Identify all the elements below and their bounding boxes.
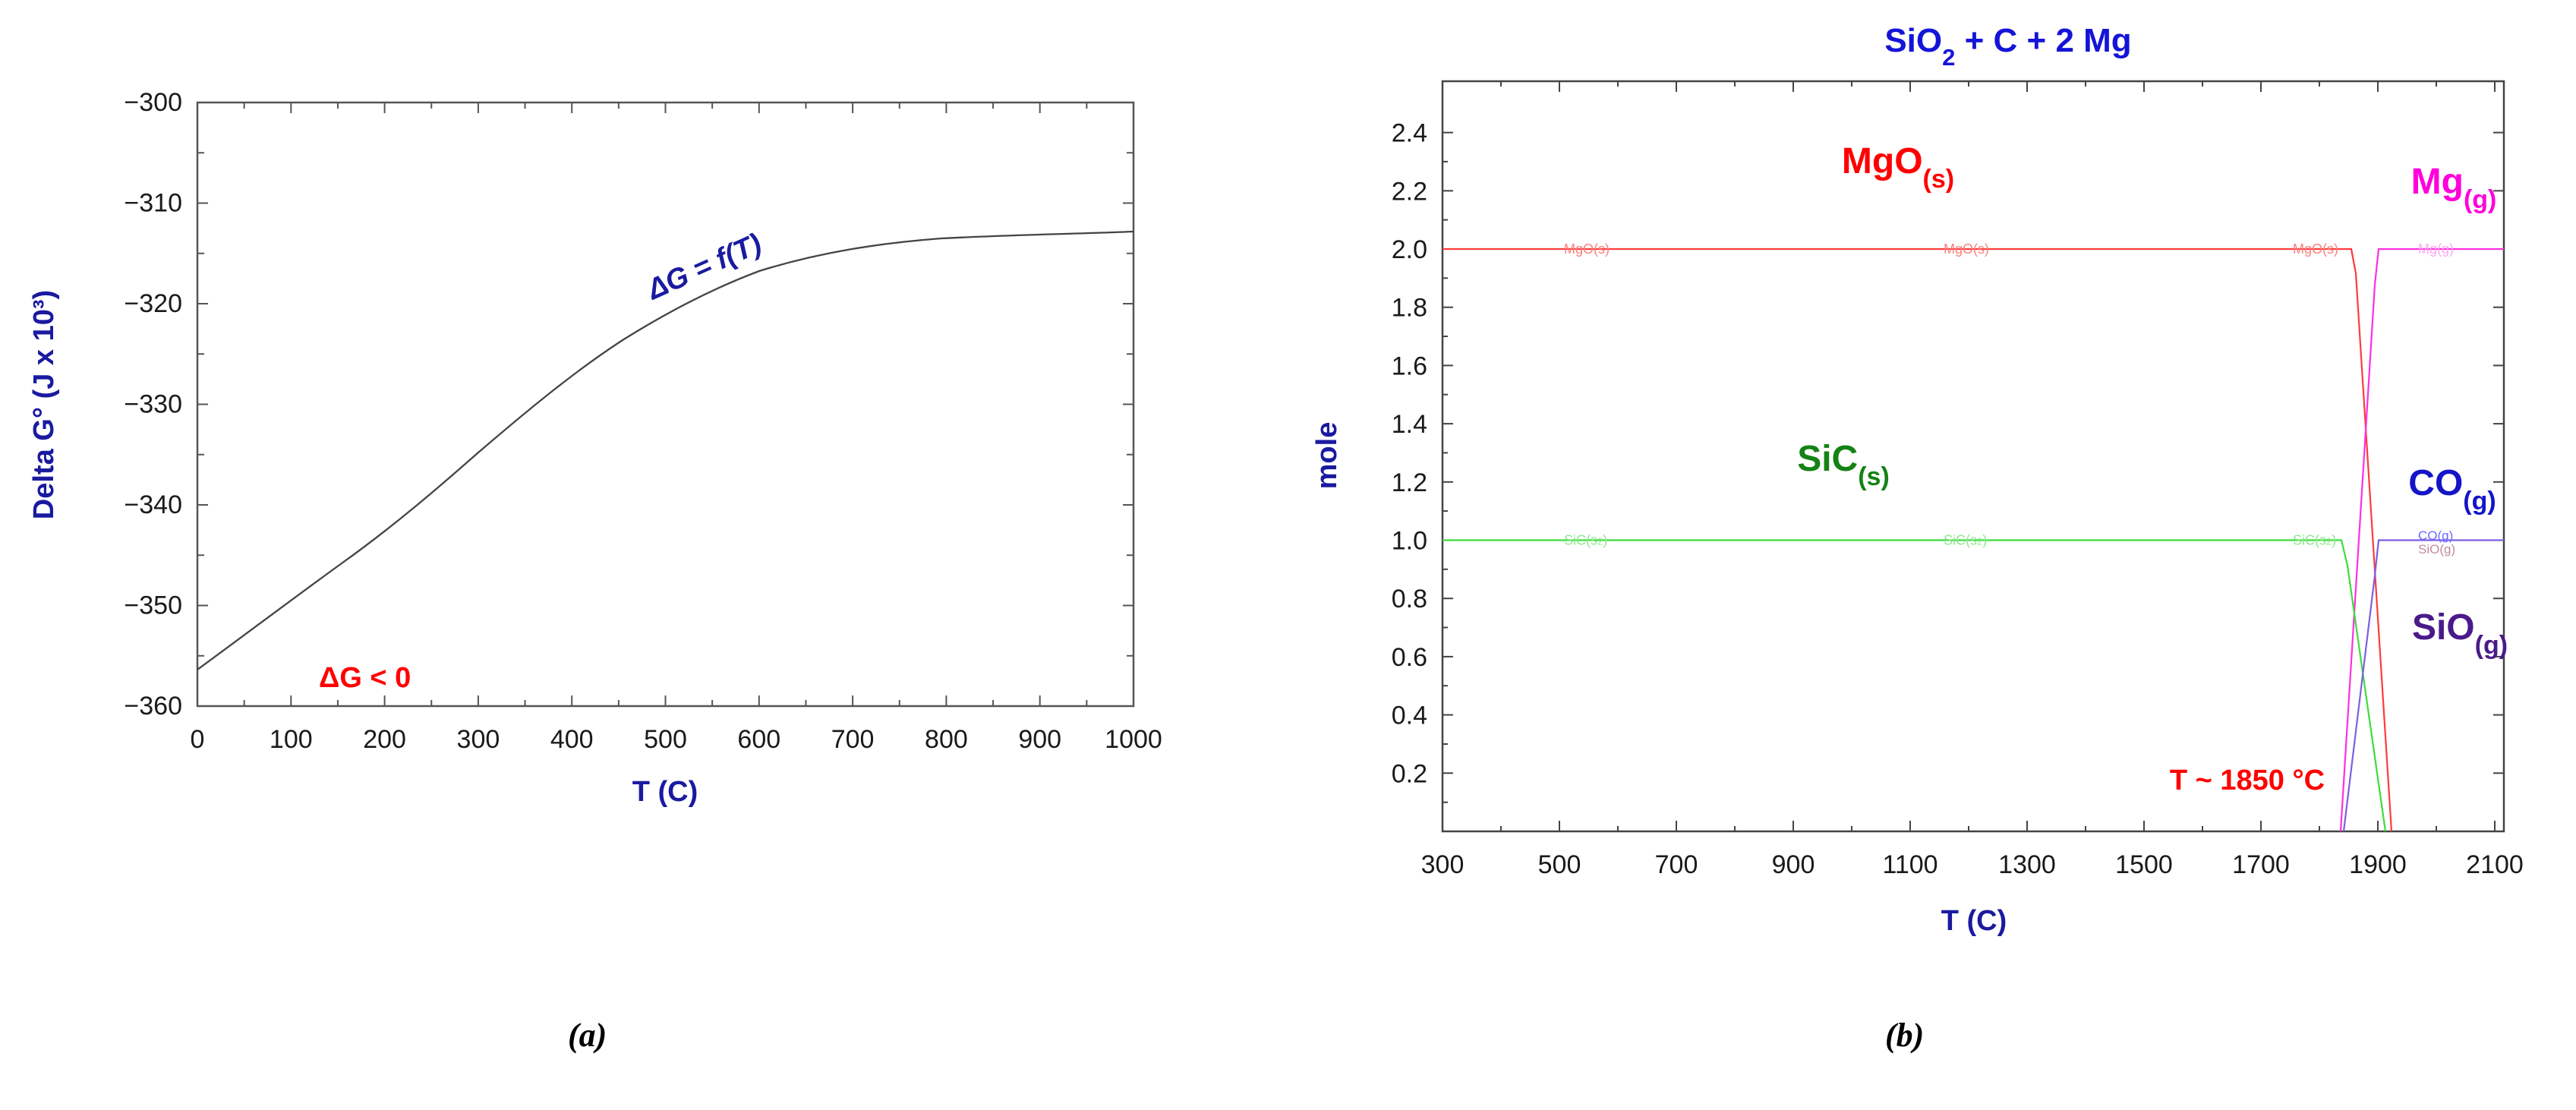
svg-text:200: 200 [363,725,406,754]
svg-text:700: 700 [831,725,875,754]
svg-text:500: 500 [1538,850,1581,879]
svg-text:Delta G° (J x 10³): Delta G° (J x 10³) [28,290,60,519]
svg-text:800: 800 [925,725,968,754]
svg-text:0.8: 0.8 [1392,585,1427,613]
svg-text:1700: 1700 [2232,850,2290,879]
svg-text:SiC(s): SiC(s) [1797,439,1890,491]
svg-text:300: 300 [457,725,500,754]
svg-text:1300: 1300 [1998,850,2056,879]
svg-text:−360: −360 [124,692,182,721]
svg-text:T (C): T (C) [632,776,698,808]
svg-text:900: 900 [1772,850,1815,879]
svg-text:−320: −320 [124,289,182,318]
svg-text:2.4: 2.4 [1392,119,1427,148]
svg-text:2.2: 2.2 [1392,177,1427,206]
svg-text:300: 300 [1421,850,1465,879]
svg-text:700: 700 [1655,850,1698,879]
svg-text:0.2: 0.2 [1392,759,1427,788]
svg-text:500: 500 [644,725,687,754]
svg-text:1.0: 1.0 [1392,527,1427,556]
svg-text:mole: mole [1311,422,1343,490]
svg-text:0: 0 [191,725,205,754]
svg-text:0.6: 0.6 [1392,643,1427,672]
svg-text:1.6: 1.6 [1392,352,1427,380]
svg-text:CO(g): CO(g) [2418,528,2453,543]
svg-text:SiO(g): SiO(g) [2412,607,2508,660]
svg-text:MgO(s): MgO(s) [1944,241,1989,257]
svg-text:Mg(g): Mg(g) [2411,162,2497,214]
svg-text:SiC(s2): SiC(s2) [1564,533,1607,548]
svg-text:1.2: 1.2 [1392,468,1427,497]
svg-text:−310: −310 [124,189,182,218]
svg-text:SiC(s2): SiC(s2) [1944,533,1987,548]
svg-text:−300: −300 [124,88,182,117]
svg-text:1.4: 1.4 [1392,410,1427,439]
svg-text:SiO2 + C + 2 Mg: SiO2 + C + 2 Mg [1884,22,2131,71]
svg-text:−330: −330 [124,390,182,419]
svg-text:T ~ 1850 °C: T ~ 1850 °C [2170,765,2325,796]
svg-text:600: 600 [737,725,780,754]
svg-text:CO(g): CO(g) [2408,463,2496,516]
svg-text:MgO(s): MgO(s) [1842,141,1954,194]
svg-text:SiO(g): SiO(g) [2418,542,2455,557]
svg-text:0.4: 0.4 [1392,702,1427,730]
svg-text:−350: −350 [124,591,182,620]
svg-text:1100: 1100 [1882,850,1938,879]
svg-text:−340: −340 [124,490,182,519]
svg-text:MgO(s): MgO(s) [2293,241,2338,257]
svg-text:T (C): T (C) [1941,905,2007,937]
svg-text:1900: 1900 [2349,850,2407,879]
svg-text:1.8: 1.8 [1392,294,1427,323]
svg-text:400: 400 [550,725,594,754]
svg-text:100: 100 [270,725,313,754]
svg-text:2100: 2100 [2466,850,2524,879]
svg-text:Mg(g): Mg(g) [2418,241,2454,257]
svg-text:ΔG < 0: ΔG < 0 [319,662,411,694]
svg-text:MgO(s): MgO(s) [1564,241,1610,257]
svg-text:2.0: 2.0 [1392,235,1427,264]
svg-text:1000: 1000 [1105,725,1162,754]
svg-text:900: 900 [1018,725,1061,754]
svg-text:SiC(s2): SiC(s2) [2293,533,2336,548]
svg-text:1500: 1500 [2115,850,2173,879]
